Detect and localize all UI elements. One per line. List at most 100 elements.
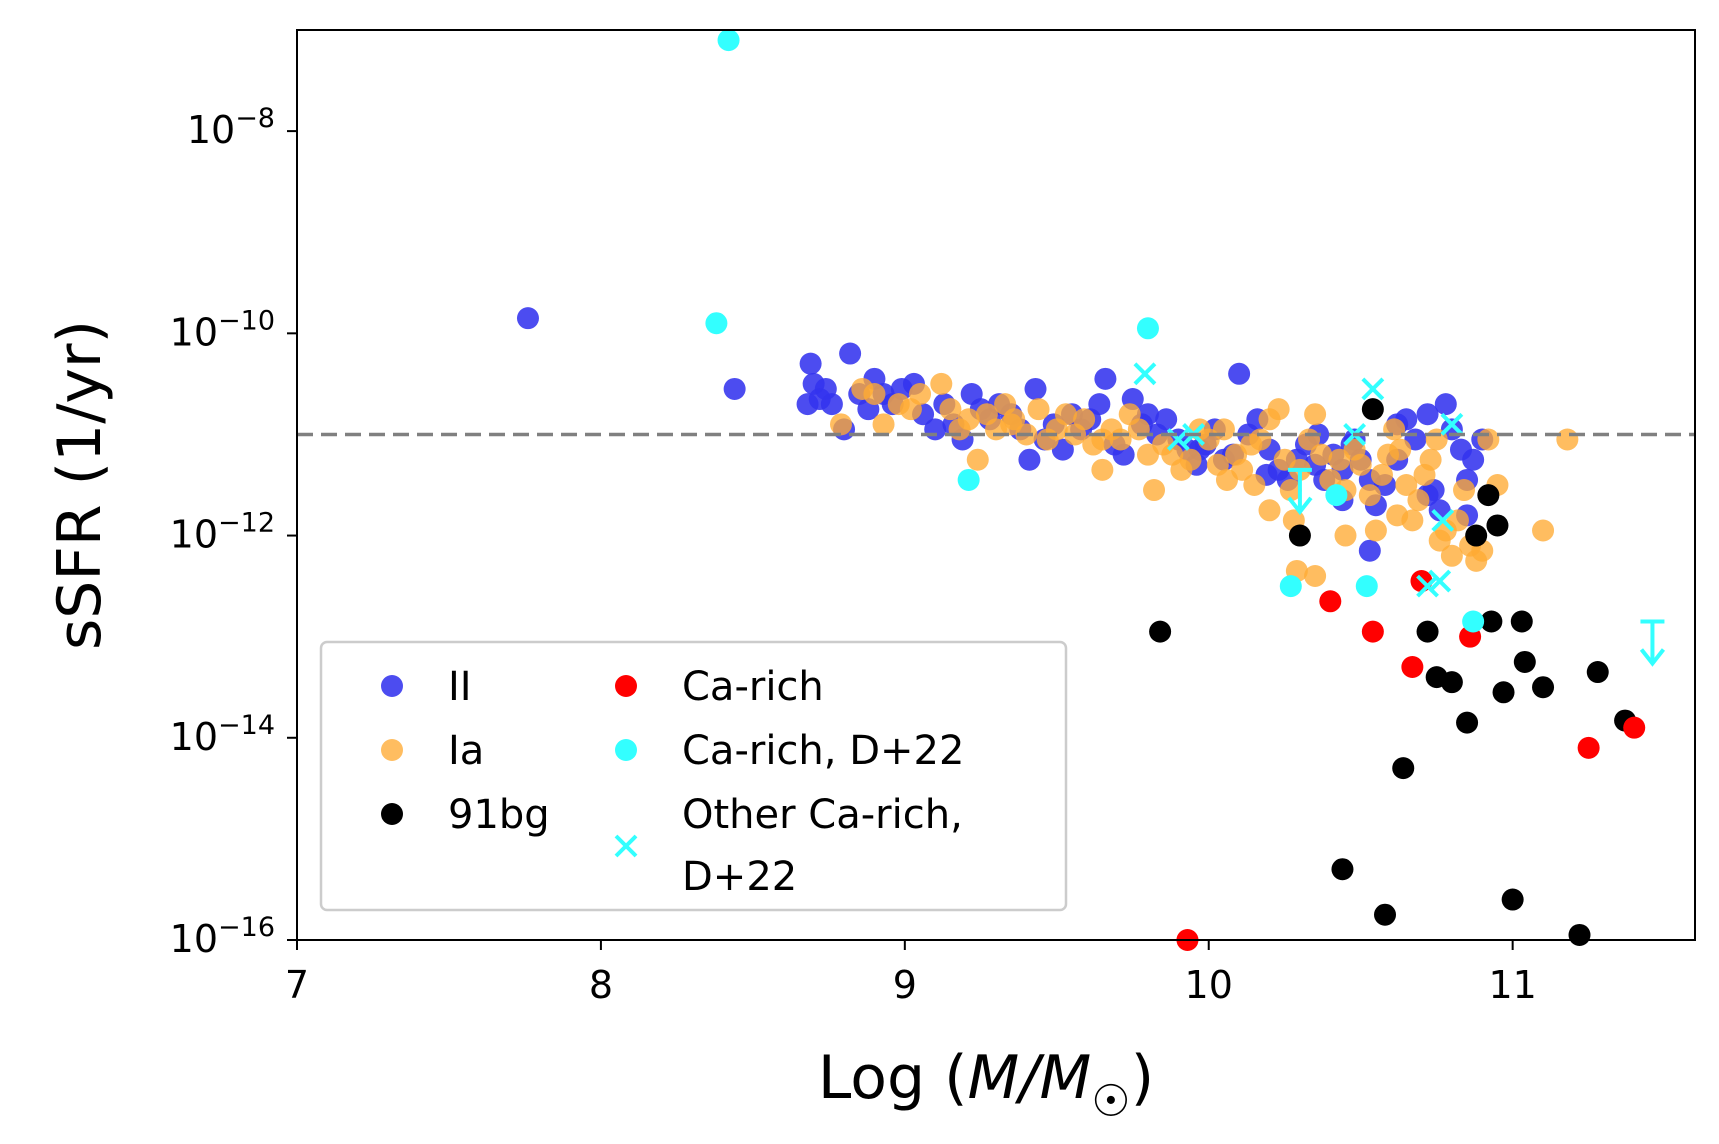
point-91bg (1568, 923, 1591, 946)
point-ca-rich (1577, 736, 1600, 759)
point-ia (1091, 428, 1114, 451)
point-ia (939, 398, 962, 421)
point-91bg (1510, 610, 1533, 633)
legend: II Ia 91bg Ca-rich Ca-rich, D+22 Other Ca-ric… (319, 640, 1068, 912)
point-ia (1054, 403, 1077, 426)
y-tick-exponent: −12 (218, 508, 275, 539)
point-ii (799, 352, 822, 375)
y-tick-base: 10 (170, 513, 218, 557)
point-ca-rich (1361, 620, 1384, 643)
x-tick-label: 7 (285, 963, 309, 1007)
point-ca-rich (1623, 716, 1646, 739)
point-ia (1267, 398, 1290, 421)
point-ii (1434, 393, 1457, 416)
point-ia (1383, 418, 1406, 441)
point-ii (1462, 448, 1485, 471)
y-tick-base: 10 (170, 715, 218, 759)
point-91bg (1501, 888, 1524, 911)
data-marks (516, 29, 1666, 951)
plot-frame (296, 29, 1696, 941)
legend-item-other-ca-rich-d-22: Other Ca-rich, D+22 (614, 792, 963, 900)
point-91bg (1477, 484, 1500, 507)
point-ia (1000, 413, 1023, 436)
legend-label-ii: II (448, 664, 472, 710)
x-tick-label: 9 (893, 963, 917, 1007)
y-axis-title: sSFR (1/yr) (45, 320, 115, 650)
point-ii (1094, 367, 1117, 390)
y-tick-label: 10−14 (170, 710, 275, 759)
cross-stroke-b (1440, 412, 1464, 436)
x-axis-title-math: M/M (968, 1043, 1092, 1113)
point-91bg (1480, 610, 1503, 633)
cross-stroke-b (1361, 377, 1385, 401)
cross-stroke-b (1416, 574, 1439, 598)
point-ii (1155, 408, 1178, 431)
arrow-head (1639, 648, 1666, 667)
point-ca-rich-d-22 (1325, 484, 1348, 507)
legend-item-ca-rich-d-22: Ca-rich, D+22 (615, 728, 964, 774)
upper-limit-arrow (1287, 467, 1313, 516)
legend-item-ii: II (381, 664, 472, 710)
point-91bg (1374, 903, 1397, 926)
point-ca-rich (1319, 590, 1342, 613)
y-tick-base: 10 (170, 310, 218, 354)
y-tick-label: 10−12 (170, 508, 275, 557)
series-ca-rich-d-22 (705, 29, 1485, 633)
point-ca-rich (1401, 656, 1424, 678)
point-ia (1231, 458, 1254, 481)
legend-marker-ia (381, 739, 403, 761)
point-ia (1532, 519, 1555, 542)
point-91bg (1416, 620, 1439, 643)
point-ii (516, 307, 539, 330)
point-91bg (1149, 620, 1172, 643)
y-tick-exponent: −14 (218, 710, 275, 741)
legend-label-91bg: 91bg (448, 792, 550, 838)
point-91bg (1288, 524, 1311, 547)
point-ii (723, 377, 746, 400)
legend-marker-other-ca-rich-d-22 (614, 834, 638, 858)
series-ia (830, 372, 1579, 587)
legend-label-other-ca-rich-d-22: D+22 (682, 854, 797, 900)
point-ii (1358, 539, 1381, 562)
point-91bg (1440, 671, 1463, 694)
point-ia (1358, 484, 1381, 507)
point-91bg (1586, 661, 1609, 684)
y-tick-exponent: −8 (235, 103, 275, 134)
y-tick-base: 10 (187, 108, 235, 152)
point-ia (957, 408, 980, 431)
x-axis-title: Log (M/M☉) (818, 1043, 1154, 1127)
x-axis-title-suffix: ) (1131, 1043, 1154, 1113)
point-ia (1477, 428, 1500, 451)
legend-item-91bg: 91bg (381, 792, 550, 838)
point-ia (1249, 428, 1272, 451)
point-ia (1386, 504, 1409, 527)
legend-label-other-ca-rich-d-22: Other Ca-rich, (682, 792, 963, 838)
point-ia (1304, 403, 1327, 426)
point-91bg (1361, 398, 1384, 421)
legend-marker-ca-rich (615, 675, 637, 697)
point-ia (1212, 418, 1235, 441)
point-other-ca-rich-d-22 (1361, 377, 1385, 401)
legend-label-ia: Ia (448, 728, 484, 774)
point-ii (1024, 377, 1047, 400)
series-91bg (1149, 398, 1637, 946)
point-ia (1349, 453, 1372, 476)
point-ia (1179, 448, 1202, 471)
point-91bg (1492, 681, 1515, 704)
legend-item-ia: Ia (381, 728, 484, 774)
y-tick-exponent: −16 (218, 912, 275, 943)
point-ia (909, 383, 932, 405)
point-ca-rich-d-22 (1355, 575, 1378, 598)
legend-item-ca-rich: Ca-rich (615, 664, 824, 710)
point-ia (1027, 398, 1050, 421)
y-tick-label: 10−10 (170, 305, 275, 354)
arrow-head (1287, 496, 1313, 516)
point-91bg (1486, 514, 1509, 537)
point-ia (1143, 479, 1166, 502)
point-ii (1416, 403, 1439, 426)
point-ia (1419, 448, 1442, 471)
point-ia (1127, 418, 1150, 441)
point-ia (872, 413, 895, 436)
